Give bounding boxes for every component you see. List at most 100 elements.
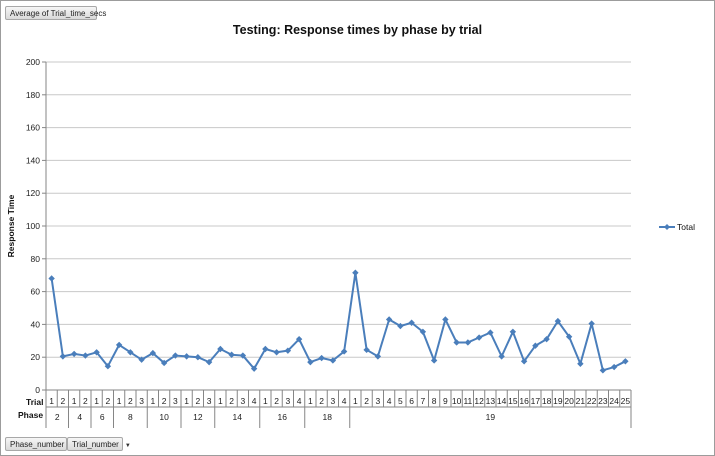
axes [42, 61, 632, 428]
trial-label: 11 [463, 396, 472, 406]
y-tick-label: 0 [35, 385, 40, 395]
trial-label: 1 [184, 396, 189, 406]
trial-label: 9 [443, 396, 448, 406]
data-point [419, 328, 427, 335]
data-point [127, 349, 134, 356]
gridlines [46, 61, 631, 358]
data-point [93, 349, 100, 356]
trial-label: 2 [106, 396, 111, 406]
data-point [430, 357, 438, 364]
trial-label: 6 [409, 396, 414, 406]
data-point [48, 275, 55, 282]
data-point [59, 353, 67, 360]
trial-label: 16 [519, 396, 529, 406]
data-point [239, 352, 247, 359]
phase-label: 10 [159, 412, 169, 422]
y-tick-label: 20 [31, 352, 41, 362]
phase-label: 4 [77, 412, 82, 422]
value-field-label: Average of Trial_time_secs [10, 9, 107, 18]
trial-label: 3 [207, 396, 212, 406]
value-field-button[interactable]: Average of Trial_time_secs [5, 6, 106, 20]
data-point [172, 352, 179, 359]
data-point [464, 339, 472, 346]
trial-label: 1 [72, 396, 77, 406]
trial-label: 2 [61, 396, 66, 406]
data-point [250, 365, 258, 372]
phase-label: 19 [486, 412, 496, 422]
trial-label: 2 [364, 396, 369, 406]
trial-label: 3 [139, 396, 144, 406]
data-point [273, 349, 280, 356]
data-point [453, 339, 460, 346]
series-line-total [50, 271, 626, 372]
trial-label: 2 [162, 396, 167, 406]
data-point [622, 358, 629, 365]
data-point [82, 352, 89, 359]
phase-label: 8 [128, 412, 133, 422]
trial-label: 1 [94, 396, 99, 406]
phase-label: 18 [323, 412, 333, 422]
trial-label: 13 [486, 396, 496, 406]
phase-label: 14 [233, 412, 243, 422]
y-tick-label: 200 [26, 57, 40, 67]
trial-label: 2 [229, 396, 234, 406]
y-tick-label: 180 [26, 90, 40, 100]
trial-label: 3 [286, 396, 291, 406]
row-label-phase: Phase [18, 410, 43, 420]
data-point [307, 358, 314, 366]
data-point [318, 354, 325, 362]
data-point [160, 359, 168, 367]
y-tick-label: 140 [26, 155, 40, 165]
trial-label: 4 [297, 396, 302, 406]
trial-label: 1 [308, 396, 313, 406]
data-point [577, 360, 584, 367]
data-point [599, 367, 607, 374]
trial-label: 14 [497, 396, 507, 406]
legend-label: Total [677, 222, 695, 232]
data-point [487, 329, 494, 336]
data-point [115, 341, 123, 349]
data-point [205, 358, 213, 366]
trial-label: 22 [587, 396, 597, 406]
trial-label: 1 [353, 396, 358, 406]
trial-label: 20 [564, 396, 574, 406]
trial-label: 1 [218, 396, 223, 406]
phase-label: 2 [55, 412, 60, 422]
data-point [149, 349, 157, 357]
trial-label: 17 [531, 396, 541, 406]
trial-label: 2 [274, 396, 279, 406]
trial-label: 23 [598, 396, 608, 406]
trial-label: 1 [117, 396, 122, 406]
filter-label-phase-number: Phase_number [10, 440, 65, 449]
data-point [217, 345, 224, 353]
data-point [295, 335, 303, 343]
trial-label: 4 [252, 396, 257, 406]
legend-marker [664, 224, 670, 230]
filter-button-phase-number[interactable]: Phase_number▼ [5, 437, 76, 451]
data-point [340, 348, 348, 355]
row-label-trial: Trial [26, 397, 43, 407]
series-total [48, 269, 629, 374]
y-axis-title: Response Time [6, 194, 16, 257]
data-point [352, 269, 359, 276]
trial-label: 24 [609, 396, 619, 406]
data-point [565, 333, 573, 340]
trial-label: 2 [196, 396, 201, 406]
data-point [442, 316, 449, 323]
trial-label: 3 [241, 396, 246, 406]
trial-label: 4 [342, 396, 347, 406]
data-point [183, 353, 190, 360]
y-tick-label: 160 [26, 123, 40, 133]
phase-label: 16 [278, 412, 288, 422]
trial-label: 3 [376, 396, 381, 406]
trial-label: 7 [421, 396, 426, 406]
y-tick-label: 120 [26, 188, 40, 198]
filter-button-trial-number[interactable]: Trial_number ▼ [67, 437, 131, 451]
trial-label: 25 [621, 396, 631, 406]
data-point [138, 356, 145, 363]
trial-label: 1 [49, 396, 54, 406]
data-point [374, 353, 382, 360]
trial-label: 2 [83, 396, 88, 406]
